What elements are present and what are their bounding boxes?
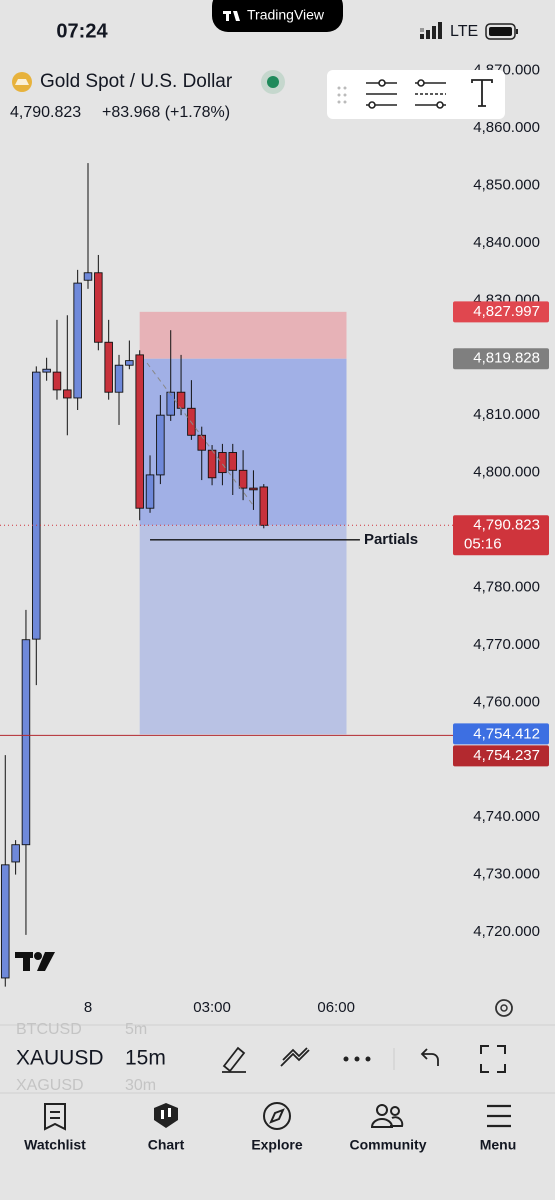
battery-icon <box>485 23 518 40</box>
prev-symbol[interactable]: BTCUSD <box>16 1021 82 1038</box>
app-banner: TradingView <box>247 7 325 23</box>
candle-body <box>83 272 93 281</box>
explore-icon[interactable] <box>263 1102 291 1130</box>
network: LTE <box>450 23 478 40</box>
stop-price-label: 4,827.997 <box>473 303 540 320</box>
tv-watermark <box>15 952 55 971</box>
chart-icon[interactable] <box>154 1103 178 1128</box>
text-tool[interactable] <box>471 79 493 107</box>
gold-icon-bars <box>15 79 29 85</box>
nav-bar: Watchlist Chart Explore Community Menu <box>24 1137 516 1153</box>
y-tick-label: 4,840.000 <box>473 234 540 251</box>
candle-body <box>32 371 41 640</box>
entry-price-label: 4,819.828 <box>473 350 540 367</box>
alert-price-box <box>453 745 549 767</box>
candle-body <box>52 371 62 391</box>
symbol-title[interactable]: Gold Spot / U.S. Dollar <box>40 71 233 92</box>
target-price-box <box>453 723 549 745</box>
candle-body <box>176 391 186 409</box>
candle-body <box>166 391 175 416</box>
banner-logo <box>223 11 240 21</box>
prev-interval[interactable]: 5m <box>125 1021 147 1038</box>
price-change: +83.968 (+1.78%) <box>102 104 230 121</box>
trend-tool[interactable] <box>280 1047 310 1067</box>
symbol[interactable]: XAUUSD <box>16 1047 104 1070</box>
last-price: 4,790.823 <box>10 104 81 121</box>
x-tick-label: 8 <box>84 999 92 1016</box>
candle-body <box>104 341 113 393</box>
nav-label[interactable]: Explore <box>251 1137 303 1153</box>
y-tick-label: 4,770.000 <box>473 636 540 653</box>
y-tick-label: 4,860.000 <box>473 119 540 136</box>
countdown: 05:16 <box>464 535 502 552</box>
candle-body <box>73 282 82 399</box>
profit-zone[interactable] <box>139 525 347 735</box>
next-symbol[interactable]: XAGUSD <box>16 1077 84 1094</box>
candle-body <box>63 389 72 399</box>
nav-label[interactable]: Community <box>350 1137 427 1153</box>
interval[interactable]: 15m <box>125 1047 166 1070</box>
candle-body <box>11 844 20 863</box>
community-icon[interactable] <box>370 1104 404 1128</box>
annotation-text[interactable]: Partials <box>364 531 418 548</box>
app-banner-bg <box>212 0 343 32</box>
market-status-dot <box>267 76 279 88</box>
entry-price-box <box>453 348 549 370</box>
y-tick-label: 4,810.000 <box>473 406 540 423</box>
drag-handle[interactable] <box>337 86 347 104</box>
candle-body <box>197 434 206 451</box>
candle-body <box>228 452 238 471</box>
y-tick-label: 4,780.000 <box>473 578 540 595</box>
alert-price-label: 4,754.237 <box>473 747 540 764</box>
fullscreen[interactable] <box>480 1045 506 1073</box>
target-price-label: 4,754.412 <box>473 725 540 742</box>
y-tick-label: 4,760.000 <box>473 693 540 710</box>
candle-body <box>238 469 248 489</box>
y-tick-label: 4,800.000 <box>473 464 540 481</box>
stop-price-box <box>453 301 549 323</box>
nav-label[interactable]: Watchlist <box>24 1137 86 1153</box>
brush-tool[interactable] <box>222 1046 246 1073</box>
candle-body <box>156 414 165 476</box>
candle-body <box>145 474 155 509</box>
menu-icon[interactable] <box>487 1104 511 1128</box>
y-tick-label: 4,850.000 <box>473 176 540 193</box>
trend-line[interactable] <box>146 362 254 506</box>
x-tick-label: 06:00 <box>317 999 355 1016</box>
candle-body <box>249 487 258 491</box>
candle-body <box>94 272 103 343</box>
y-tick-label: 4,730.000 <box>473 866 540 883</box>
y-tick-label: 4,740.000 <box>473 808 540 825</box>
candle-body <box>259 486 269 526</box>
candle-body <box>1 864 10 979</box>
candle-body <box>207 449 217 479</box>
nav-label[interactable]: Menu <box>480 1137 517 1153</box>
candle-body <box>125 360 134 366</box>
candle-body <box>114 364 124 393</box>
candle-body <box>21 639 31 846</box>
candle-body <box>135 354 144 509</box>
candle-body <box>42 368 51 373</box>
style-tool[interactable] <box>415 79 446 109</box>
last-price-label: 4,790.823 <box>473 516 540 533</box>
y-tick-label: 4,720.000 <box>473 923 540 940</box>
undo[interactable] <box>420 1048 439 1066</box>
candle-body <box>218 452 227 474</box>
last-price-box <box>453 515 549 556</box>
more-tool[interactable] <box>343 1056 371 1062</box>
axis-settings-center <box>500 1004 508 1012</box>
nav-label[interactable]: Chart <box>148 1137 185 1153</box>
next-interval[interactable]: 30m <box>125 1077 156 1094</box>
x-tick-label: 03:00 <box>193 999 231 1016</box>
stop-zone[interactable] <box>139 311 347 359</box>
settings-tool[interactable] <box>366 79 397 109</box>
status-time: 07:24 <box>56 20 108 42</box>
watchlist-icon[interactable] <box>44 1103 66 1131</box>
axis-settings[interactable] <box>495 999 513 1017</box>
signal-icon <box>420 22 442 39</box>
